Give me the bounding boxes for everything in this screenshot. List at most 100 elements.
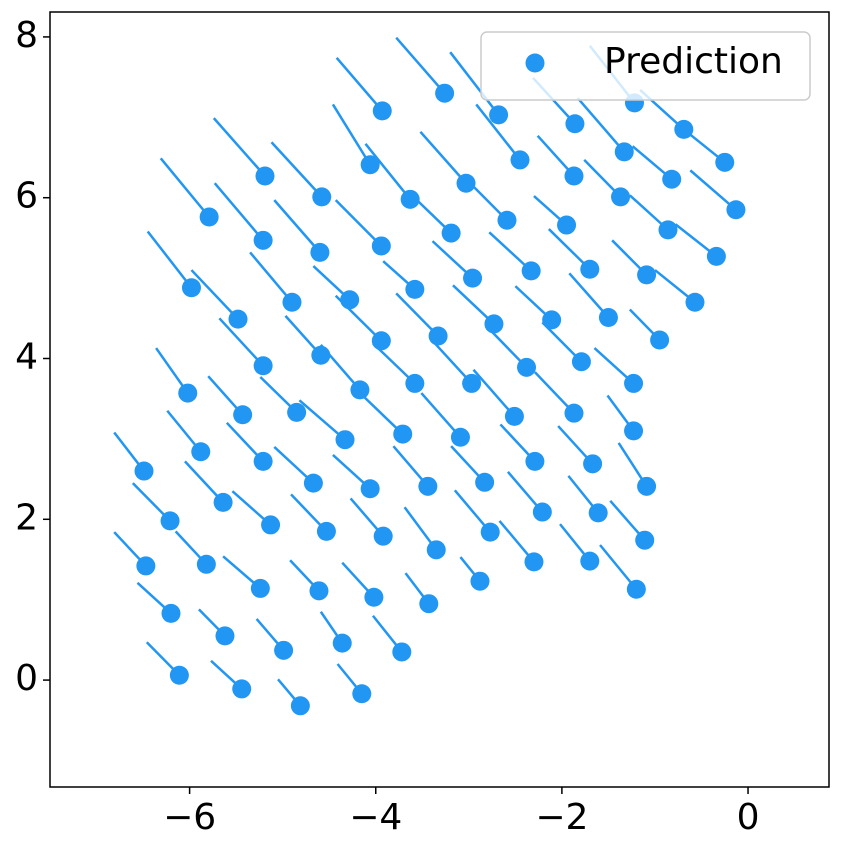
y-tick-label: 6 bbox=[15, 176, 38, 217]
point bbox=[181, 278, 201, 298]
trajectory bbox=[475, 103, 521, 161]
point bbox=[274, 640, 294, 660]
point bbox=[564, 166, 584, 186]
trajectory bbox=[359, 392, 404, 435]
point bbox=[418, 476, 438, 496]
trajectory bbox=[212, 117, 266, 177]
point bbox=[635, 530, 655, 550]
point bbox=[136, 556, 156, 576]
point bbox=[564, 403, 584, 423]
trajectory bbox=[249, 251, 293, 304]
point bbox=[517, 357, 537, 377]
point bbox=[405, 373, 425, 393]
trajectory bbox=[689, 169, 737, 211]
point bbox=[261, 515, 281, 535]
point bbox=[571, 352, 591, 372]
x-tick-label: 0 bbox=[737, 797, 760, 838]
trajectory bbox=[213, 182, 265, 242]
point bbox=[542, 310, 562, 330]
trajectory bbox=[547, 228, 591, 271]
y-tick-label: 8 bbox=[15, 15, 38, 56]
point bbox=[524, 552, 544, 572]
point bbox=[685, 292, 705, 312]
trajectory bbox=[420, 392, 462, 439]
point bbox=[462, 373, 482, 393]
point bbox=[350, 380, 370, 400]
trajectory bbox=[190, 269, 239, 320]
point bbox=[510, 150, 530, 170]
point bbox=[637, 265, 657, 285]
point bbox=[484, 314, 504, 334]
point bbox=[233, 405, 253, 425]
point bbox=[450, 427, 470, 447]
point bbox=[360, 479, 380, 499]
legend-marker bbox=[525, 53, 545, 73]
trajectory bbox=[472, 368, 516, 418]
trajectory bbox=[599, 544, 638, 591]
y-tick-label: 2 bbox=[15, 497, 38, 538]
point bbox=[253, 230, 273, 250]
plot-frame bbox=[49, 11, 830, 788]
point bbox=[525, 451, 545, 471]
point bbox=[405, 279, 425, 299]
point bbox=[178, 383, 198, 403]
x-tick-label: −2 bbox=[535, 797, 588, 838]
point bbox=[400, 189, 420, 209]
point bbox=[160, 511, 180, 531]
point bbox=[360, 155, 380, 175]
trajectory bbox=[576, 97, 626, 153]
point bbox=[335, 430, 355, 450]
point bbox=[463, 268, 483, 288]
trajectory bbox=[395, 292, 439, 337]
point bbox=[637, 476, 657, 496]
trajectory bbox=[431, 339, 473, 385]
point bbox=[310, 242, 330, 262]
point bbox=[726, 200, 746, 220]
point bbox=[475, 472, 495, 492]
trajectory bbox=[218, 317, 265, 367]
point bbox=[199, 207, 219, 227]
legend-label: Prediction bbox=[604, 41, 783, 82]
trajectory bbox=[146, 230, 193, 289]
trajectory bbox=[364, 143, 412, 201]
point bbox=[309, 581, 329, 601]
point bbox=[715, 152, 735, 172]
point bbox=[456, 173, 476, 193]
point bbox=[161, 603, 181, 623]
trajectory bbox=[335, 57, 384, 112]
point bbox=[393, 424, 413, 444]
point bbox=[134, 461, 154, 481]
x-tick-label: −6 bbox=[163, 797, 216, 838]
y-tick-label: 0 bbox=[15, 658, 38, 699]
point bbox=[557, 215, 577, 235]
x-tick-label: −4 bbox=[349, 797, 402, 838]
point bbox=[253, 451, 273, 471]
point bbox=[311, 345, 331, 365]
point bbox=[580, 551, 600, 571]
point bbox=[624, 373, 644, 393]
point bbox=[371, 331, 391, 351]
point bbox=[626, 579, 646, 599]
trajectory bbox=[159, 157, 211, 218]
point bbox=[196, 554, 216, 574]
point bbox=[392, 642, 412, 662]
trajectory bbox=[449, 51, 500, 116]
point bbox=[282, 292, 302, 312]
point bbox=[191, 442, 211, 462]
point bbox=[650, 330, 670, 350]
point bbox=[255, 166, 275, 186]
point bbox=[611, 187, 631, 207]
point bbox=[426, 540, 446, 560]
point bbox=[169, 665, 189, 685]
point bbox=[706, 246, 726, 266]
trajectory bbox=[419, 130, 467, 185]
point bbox=[250, 578, 270, 598]
point bbox=[303, 473, 323, 493]
point bbox=[352, 684, 372, 704]
point bbox=[232, 679, 252, 699]
point bbox=[480, 522, 500, 542]
point bbox=[441, 223, 461, 243]
legend: Prediction bbox=[480, 31, 811, 101]
